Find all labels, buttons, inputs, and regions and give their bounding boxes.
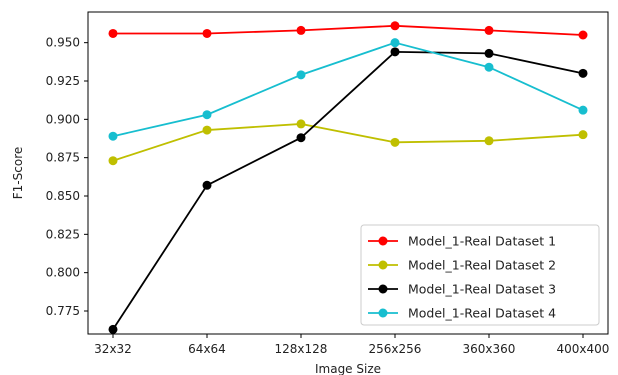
- legend-marker: [378, 236, 388, 246]
- data-point: [296, 25, 306, 35]
- y-axis: 0.775 0.800 0.825 0.850 0.875 0.900 0.925 0.950: [46, 36, 88, 318]
- series-line: [113, 24, 584, 36]
- y-tick-label: 0.875: [46, 151, 80, 165]
- data-point: [108, 156, 118, 166]
- y-axis-label: F1-Score: [11, 147, 25, 199]
- x-tick-label: 400x400: [557, 342, 610, 356]
- series-layer: [108, 21, 588, 334]
- data-point: [296, 70, 306, 80]
- y-tick-label: 0.950: [46, 36, 80, 50]
- x-axis-label: Image Size: [315, 362, 381, 375]
- data-point: [578, 105, 588, 115]
- x-tick-label: 32x32: [94, 342, 132, 356]
- data-point: [484, 48, 494, 58]
- series-2: [108, 119, 588, 166]
- y-tick-label: 0.800: [46, 266, 80, 280]
- data-point: [108, 324, 118, 334]
- data-point: [390, 21, 400, 31]
- legend-label: Model_1-Real Dataset 4: [408, 306, 556, 321]
- series-3: [108, 47, 588, 334]
- series-line: [112, 41, 584, 138]
- data-point: [202, 110, 212, 120]
- x-tick-label: 128x128: [275, 342, 328, 356]
- legend-marker: [378, 260, 388, 270]
- series-line: [112, 50, 584, 330]
- data-point: [484, 62, 494, 72]
- legend-item: Model_1-Real Dataset 4: [368, 306, 556, 321]
- data-point: [202, 180, 212, 190]
- x-tick-label: 360x360: [463, 342, 516, 356]
- x-tick-label: 256x256: [369, 342, 422, 356]
- data-point: [108, 28, 118, 38]
- legend-box: [360, 224, 600, 326]
- y-tick-label: 0.825: [46, 227, 80, 241]
- data-point: [484, 136, 494, 146]
- legend-label: Model_1-Real Dataset 2: [408, 258, 556, 273]
- x-tick-label: 64x64: [188, 342, 226, 356]
- legend-label: Model_1-Real Dataset 3: [408, 282, 556, 297]
- data-point: [296, 133, 306, 143]
- series-1: [108, 21, 588, 40]
- y-tick-label: 0.775: [46, 304, 80, 318]
- data-point: [202, 28, 212, 38]
- legend-marker: [378, 284, 388, 294]
- data-point: [484, 25, 494, 35]
- legend-item: Model_1-Real Dataset 2: [368, 258, 556, 273]
- legend-label: Model_1-Real Dataset 1: [408, 234, 556, 249]
- data-point: [578, 30, 588, 40]
- data-point: [202, 125, 212, 135]
- data-point: [108, 131, 118, 141]
- y-tick-label: 0.900: [46, 112, 80, 126]
- data-point: [578, 130, 588, 140]
- y-tick-label: 0.850: [46, 189, 80, 203]
- legend: Model_1-Real Dataset 1 Model_1-Real Datas…: [360, 224, 600, 326]
- series-line: [112, 123, 584, 162]
- data-point: [578, 68, 588, 78]
- legend-item: Model_1-Real Dataset 3: [368, 282, 556, 297]
- legend-item: Model_1-Real Dataset 1: [368, 234, 556, 249]
- data-point: [390, 137, 400, 147]
- legend-marker: [378, 308, 388, 318]
- series-4: [108, 38, 588, 141]
- y-tick-label: 0.925: [46, 74, 80, 88]
- data-point: [296, 119, 306, 129]
- x-axis: 32x32 64x64 128x128 256x256 360x360 400x400: [94, 334, 609, 356]
- data-point: [390, 38, 400, 48]
- data-point: [390, 47, 400, 57]
